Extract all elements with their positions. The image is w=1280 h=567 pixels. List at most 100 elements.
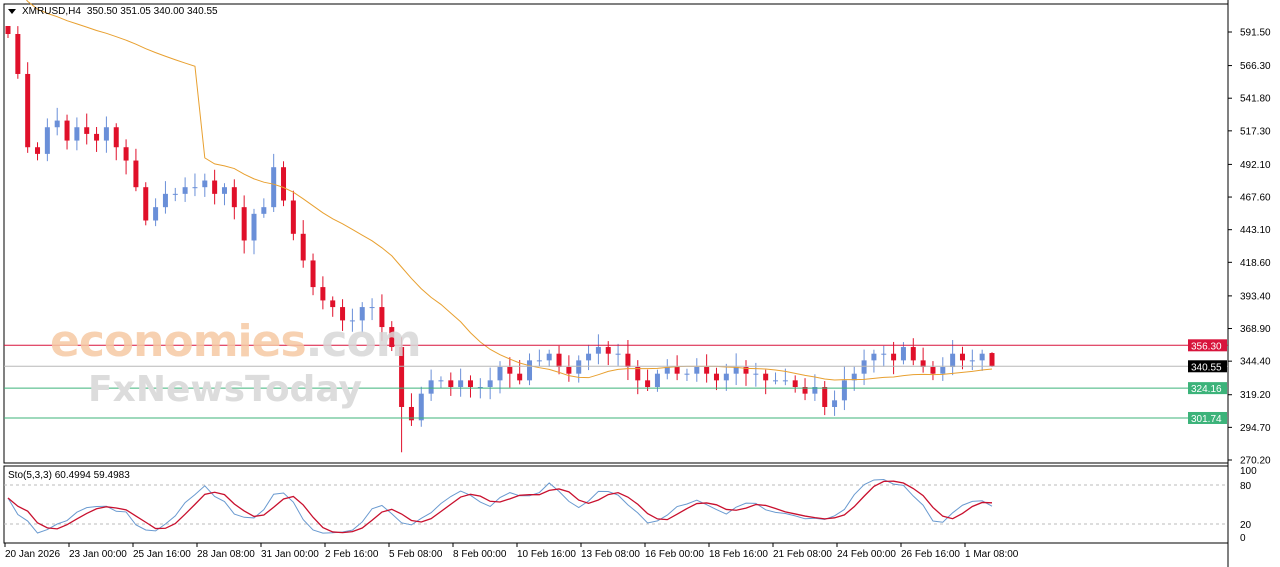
candle-body (595, 347, 601, 354)
candle-body (182, 187, 188, 194)
stochastic-signal-line (7, 480, 993, 534)
y-tick-label: 294.70 (1240, 423, 1271, 434)
candle-body (340, 307, 346, 321)
candle-body (664, 367, 670, 374)
candle-body (654, 373, 660, 388)
candle-body (507, 367, 513, 374)
y-tick-label: 393.40 (1240, 291, 1271, 302)
stochastic-main-line (7, 479, 993, 534)
candle-body (832, 400, 838, 407)
y-tick-label: 517.30 (1240, 126, 1271, 137)
candle-body (418, 393, 424, 421)
candle-body (408, 406, 414, 421)
x-tick-label: 25 Jan 16:00 (133, 549, 191, 560)
candle-body (743, 367, 749, 374)
moving-average-line (25, 0, 993, 381)
candle-body (379, 307, 385, 328)
candle-body (153, 207, 159, 221)
candle-body (281, 167, 287, 201)
candle-body (290, 200, 296, 234)
stochastic-level-label: 100 (1240, 466, 1257, 477)
candle-body (527, 360, 533, 381)
candle-body (920, 360, 926, 368)
candle-body (940, 367, 946, 374)
candle-body (212, 180, 218, 194)
candle-body (15, 33, 21, 74)
candle-body (753, 373, 759, 375)
y-tick-label: 541.80 (1240, 94, 1271, 105)
support-price-label: 301.74 (1191, 414, 1222, 425)
candle-body (851, 373, 857, 381)
candle-body (733, 367, 739, 374)
candle-body (704, 367, 710, 374)
resistance-price-tag (1188, 339, 1227, 352)
candle-body (399, 347, 405, 407)
support-price-label: 324.16 (1191, 384, 1222, 395)
y-tick-label: 467.60 (1240, 193, 1271, 204)
bid-price-label: 340.55 (1191, 362, 1222, 373)
symbol-label: XMRUSD,H4 (22, 6, 81, 17)
y-tick-label: 591.50 (1240, 28, 1271, 39)
candle-body (428, 380, 434, 394)
resistance-price-label: 356.30 (1191, 341, 1222, 352)
dropdown-triangle-icon[interactable] (8, 9, 16, 14)
candle-body (930, 367, 936, 374)
x-tick-label: 23 Jan 00:00 (69, 549, 127, 560)
stochastic-level-label: 80 (1240, 481, 1252, 492)
candle-body (349, 320, 355, 322)
candle-body (959, 353, 965, 361)
candle-body (389, 327, 395, 348)
y-tick-label: 492.10 (1240, 160, 1271, 171)
x-tick-label: 1 Mar 08:00 (965, 549, 1019, 560)
candle-body (74, 127, 80, 141)
candle-body (723, 373, 729, 381)
candle-body (536, 360, 542, 362)
support-price-tag (1188, 411, 1227, 424)
x-tick-label: 2 Feb 16:00 (325, 549, 379, 560)
x-tick-label: 20 Jan 2026 (5, 549, 60, 560)
candle-body (123, 147, 129, 161)
stochastic-label: Sto(5,3,3) 60.4994 59.4983 (8, 470, 130, 481)
candle-body (950, 353, 956, 368)
y-tick-label: 368.90 (1240, 324, 1271, 335)
candle-body (310, 260, 316, 288)
candle-body (556, 353, 562, 368)
candle-body (979, 353, 985, 361)
candle-body (841, 380, 847, 401)
candle-body (300, 233, 306, 261)
candle-body (369, 307, 375, 309)
y-tick-label: 566.30 (1240, 61, 1271, 72)
candle-body (64, 120, 70, 141)
candle-body (5, 26, 11, 34)
candle-body (910, 347, 916, 361)
candle-body (35, 147, 41, 154)
y-tick-label: 344.40 (1240, 357, 1271, 368)
candle-body (359, 307, 365, 321)
candle-body (763, 373, 769, 381)
candle-body (684, 373, 690, 375)
stochastic-level-label: 0 (1240, 533, 1246, 544)
candle-body (625, 353, 631, 368)
x-tick-label: 8 Feb 00:00 (453, 549, 507, 560)
candle-body (477, 387, 483, 389)
x-tick-label: 21 Feb 08:00 (773, 549, 832, 560)
candle-body (458, 380, 464, 388)
candle-body (773, 380, 779, 382)
candle-body (812, 387, 818, 394)
bid-price-tag (1188, 360, 1227, 373)
candle-body (103, 127, 109, 141)
x-tick-label: 18 Feb 16:00 (709, 549, 768, 560)
x-tick-label: 13 Feb 08:00 (581, 549, 640, 560)
candle-body (202, 180, 208, 188)
candle-body (467, 380, 473, 388)
candle-body (713, 373, 719, 381)
candle-body (694, 367, 700, 374)
ohlc-values: 350.50 351.05 340.00 340.55 (86, 6, 218, 17)
candle-body (487, 380, 493, 388)
candle-body (576, 360, 582, 374)
candle-body (497, 367, 503, 381)
candle-body (605, 347, 611, 354)
y-tick-label: 443.10 (1240, 225, 1271, 236)
economies-watermark: economies.com (50, 316, 422, 367)
